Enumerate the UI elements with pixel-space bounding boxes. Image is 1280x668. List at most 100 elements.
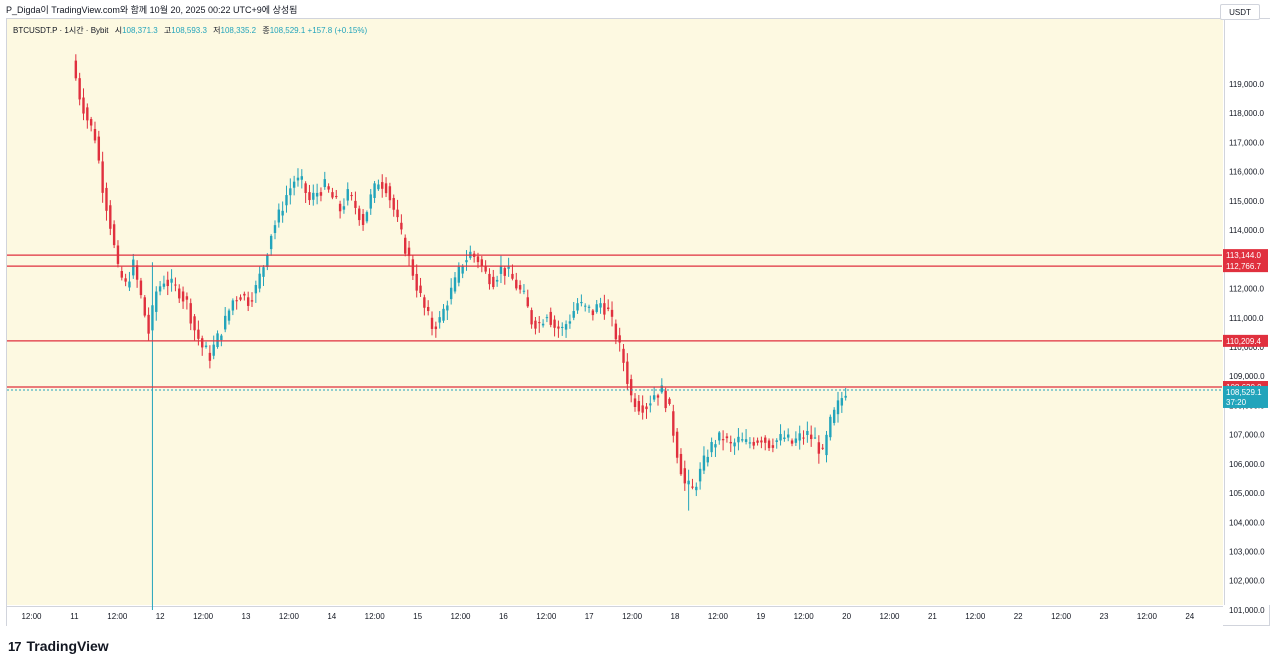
x-tick-label: 22 <box>1014 612 1023 621</box>
level-price-label: 110,209.4 <box>1226 337 1262 346</box>
candle-body <box>162 283 166 287</box>
candle-body <box>649 403 652 406</box>
candle-body <box>714 444 717 448</box>
time-scale[interactable] <box>7 606 1223 626</box>
candle-body <box>143 297 146 316</box>
candle-body <box>741 439 744 441</box>
candle-body <box>499 265 503 274</box>
candle-body <box>342 206 346 210</box>
candle-body <box>246 297 250 306</box>
candle-body <box>794 438 798 443</box>
tradingview-brand[interactable]: 17 TradingView <box>8 638 109 654</box>
candle-body <box>760 440 763 443</box>
candle-body <box>250 300 254 302</box>
candle-body <box>151 305 154 331</box>
candle-body <box>568 321 572 324</box>
candle-body <box>836 400 840 415</box>
candle-body <box>622 348 625 363</box>
candle-body <box>204 345 208 347</box>
candle-body <box>404 237 407 254</box>
y-tick-label: 110,000.0 <box>1229 343 1265 352</box>
candle-body <box>457 266 461 283</box>
candle-body <box>488 273 491 285</box>
candle-body <box>695 486 698 491</box>
candle-body <box>764 437 767 443</box>
candle-body <box>545 317 549 319</box>
candle-body <box>721 439 725 441</box>
candle-body <box>511 273 514 279</box>
candle-body <box>679 453 683 475</box>
candle-body <box>216 333 219 347</box>
candle-body <box>825 434 828 456</box>
candle-body <box>178 288 181 299</box>
candle-body <box>553 319 556 328</box>
candle-body <box>687 480 690 485</box>
y-tick-label: 115,000.0 <box>1229 197 1265 206</box>
candle-body <box>434 326 438 330</box>
candle-body <box>618 335 621 343</box>
candle-body <box>756 440 759 443</box>
x-tick-label: 12 <box>156 612 165 621</box>
candle-body <box>158 286 162 292</box>
y-tick-label: 118,000.0 <box>1229 109 1265 118</box>
candle-body <box>587 306 591 308</box>
candle-body <box>584 305 587 307</box>
candle-body <box>614 323 618 340</box>
candle-body <box>767 440 771 449</box>
candle-body <box>541 323 545 326</box>
candle-body <box>97 136 101 161</box>
candle-body <box>675 431 679 458</box>
x-tick-label: 12:00 <box>708 612 729 621</box>
candle-body <box>269 235 273 250</box>
candle-body <box>718 432 721 441</box>
high-label: 고 <box>163 26 172 35</box>
currency-unit-button[interactable]: USDT <box>1220 4 1260 20</box>
candle-body <box>220 335 223 341</box>
plot-area[interactable]: BTCUSDT.P · 1시간 · Bybit 시108,371.3 고108,… <box>7 19 1223 605</box>
candle-body <box>139 280 143 296</box>
y-tick-label: 111,000.0 <box>1229 314 1264 323</box>
x-tick-label: 18 <box>671 612 680 621</box>
chart-frame: BTCUSDT.P · 1시간 · Bybit 시108,371.3 고108,… <box>6 18 1270 626</box>
candle-body <box>174 284 177 286</box>
candle-body <box>224 315 227 330</box>
candle-body <box>101 161 104 193</box>
x-tick-label: 23 <box>1100 612 1109 621</box>
candle-body <box>809 434 813 440</box>
candle-body <box>645 406 648 410</box>
candle-body <box>725 436 729 439</box>
candle-body <box>201 338 204 348</box>
candle-body <box>419 285 422 294</box>
candle-body <box>120 271 123 278</box>
candle-body <box>484 265 487 272</box>
candle-body <box>561 326 564 328</box>
candle-body <box>373 183 376 198</box>
y-tick-label: 116,000.0 <box>1229 168 1265 177</box>
countdown-label: 37:20 <box>1226 398 1247 407</box>
candle-body <box>361 214 365 225</box>
candle-body <box>396 209 399 218</box>
candle-body <box>610 309 614 317</box>
snapshot-info: P_Digda이 TradingView.com와 함께 10월 20, 202… <box>6 5 298 15</box>
candle-body <box>607 307 610 309</box>
candle-body <box>710 441 713 453</box>
candle-body <box>790 440 794 444</box>
candle-body <box>407 247 411 257</box>
candle-body <box>254 285 258 294</box>
candle-body <box>289 188 292 196</box>
candle-body <box>147 314 150 334</box>
x-tick-label: 15 <box>413 612 422 621</box>
candle-body <box>526 297 529 307</box>
last-price-tag <box>1223 385 1268 408</box>
price-scale[interactable] <box>1224 19 1270 605</box>
candle-body <box>572 311 575 318</box>
candle-body <box>423 297 426 308</box>
candle-body <box>166 279 169 287</box>
candle-body <box>775 440 778 442</box>
candle-body <box>453 277 457 292</box>
candle-body <box>779 434 782 441</box>
candle-body <box>185 296 189 300</box>
x-tick-label: 12:00 <box>622 612 643 621</box>
candle-body <box>128 281 131 288</box>
candle-body <box>319 192 323 196</box>
